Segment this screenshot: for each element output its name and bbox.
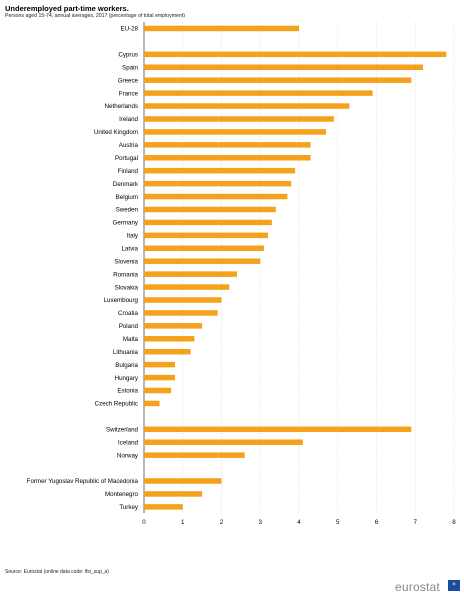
bar [144,452,245,458]
category-label: Norway [117,452,139,459]
category-label: Montenegro [105,491,139,498]
category-label: Portugal [115,155,138,162]
category-label: Malta [123,336,139,343]
eu-flag-icon: ✶ [448,580,460,591]
category-label: Netherlands [105,103,138,110]
category-label: Croatia [118,310,139,317]
category-label: Switzerland [106,426,139,433]
chart-title: Underemployed part-time workers. [5,4,129,13]
x-tick-label: 8 [452,519,456,526]
category-label: United Kingdom [94,129,138,136]
bar [144,426,412,433]
bar [144,206,276,213]
x-tick-label: 2 [220,519,224,526]
bar [144,77,412,83]
category-label: Spain [122,64,138,71]
category-label: Hungary [115,375,139,382]
category-label: Poland [119,323,139,330]
category-label: Bulgaria [115,362,138,369]
bar [144,361,175,368]
bar [144,64,423,71]
bar [144,284,230,290]
bar [144,25,299,32]
bar [144,90,373,96]
x-tick-label: 7 [414,519,418,526]
category-label: Ireland [119,116,138,123]
category-label: Sweden [116,207,139,214]
bar [144,51,447,58]
category-label: Greece [118,77,139,84]
x-tick-label: 4 [297,519,301,526]
category-label: Austria [119,142,139,149]
x-tick-label: 6 [375,519,379,526]
category-label: Iceland [118,439,139,446]
bar [144,348,191,355]
bar [144,129,327,135]
category-label: Slovakia [115,284,139,291]
eurostat-logo: eurostat [395,580,440,594]
chart-subtitle: Persons aged 15-74, annual averages, 201… [5,13,185,19]
source-note: Source: Eurostat (online data code: lfsi… [5,569,109,575]
x-tick-label: 0 [142,519,146,526]
category-label: Germany [113,220,139,227]
category-label: Denmark [113,181,139,188]
category-label: Slovenia [114,258,138,265]
bar [144,504,183,510]
bar [144,155,311,161]
bar [144,167,296,174]
category-label: Romania [113,271,138,278]
category-label: Latvia [121,245,138,252]
category-label: Czech Republic [95,401,138,408]
category-label: Estonia [117,388,138,395]
category-label: Cyprus [118,52,138,59]
bar [144,478,222,484]
category-label: EU-28 [120,26,138,33]
x-tick-label: 1 [181,519,185,526]
bar [144,142,311,148]
bar [144,297,222,303]
bar [144,180,292,187]
bar [144,271,237,277]
bar [144,336,195,342]
bar [144,116,334,122]
category-label: Former Yugoslav Republic of Macedonia [27,478,139,485]
category-label: Italy [127,233,139,240]
category-label: Belgium [116,194,138,201]
bar [144,245,265,252]
bar [144,258,261,264]
category-label: Finland [118,168,139,175]
category-label: France [119,90,139,97]
bar [144,491,203,497]
bar [144,400,160,407]
bar [144,193,288,200]
bar [144,323,203,329]
x-tick-label: 5 [336,519,340,526]
category-label: Turkey [119,504,139,511]
bar [144,103,350,109]
eu-stars-icon: ✶ [451,582,457,588]
bar [144,439,303,445]
category-label: Luxembourg [104,297,139,304]
bar [144,387,172,394]
bar [144,374,175,381]
bar [144,310,218,316]
x-tick-label: 3 [259,519,263,526]
bar [144,219,272,226]
category-label: Lithuania [113,349,139,356]
bar [144,232,268,239]
